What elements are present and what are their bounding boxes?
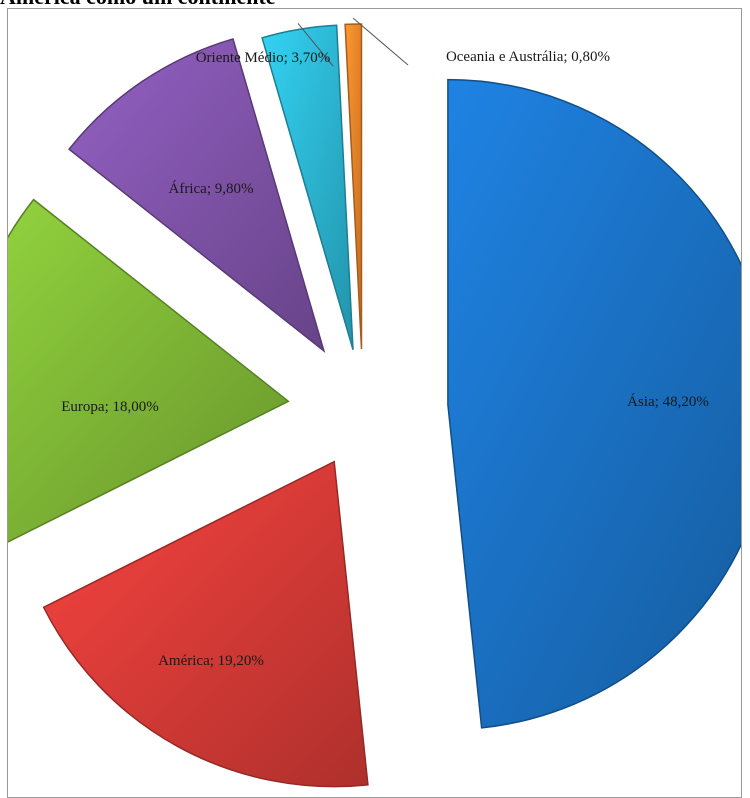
leader-line-oriente-medio xyxy=(297,23,334,67)
chart-heading: América como um continente xyxy=(0,0,750,8)
pie-label-oceania-australia: Oceania e Austrália; 0,80% xyxy=(446,49,610,65)
pie-label-africa: África; 9,80% xyxy=(169,180,254,197)
pie-slice-oceania-australia xyxy=(344,23,363,350)
chart-frame: Ásia; 48,20% América; 19,20% Europa; 18,00… xyxy=(7,8,742,798)
pie-chart: Ásia; 48,20% América; 19,20% Europa; 18,00… xyxy=(8,17,741,788)
pie-slice-oriente-medio xyxy=(261,24,354,351)
pie-slice-asia xyxy=(447,78,741,729)
pie-slice-europa xyxy=(8,198,290,543)
pie-label-asia: Ásia; 48,20% xyxy=(627,393,709,410)
pie-slice-africa xyxy=(68,37,326,353)
pie-label-europa: Europa; 18,00% xyxy=(61,399,158,415)
pie-label-oriente-medio: Oriente Médio; 3,70% xyxy=(196,50,331,66)
pie-label-america: América; 19,20% xyxy=(158,653,264,669)
leader-line-oceania-australia xyxy=(352,17,409,66)
pie-slice-america xyxy=(42,460,369,788)
